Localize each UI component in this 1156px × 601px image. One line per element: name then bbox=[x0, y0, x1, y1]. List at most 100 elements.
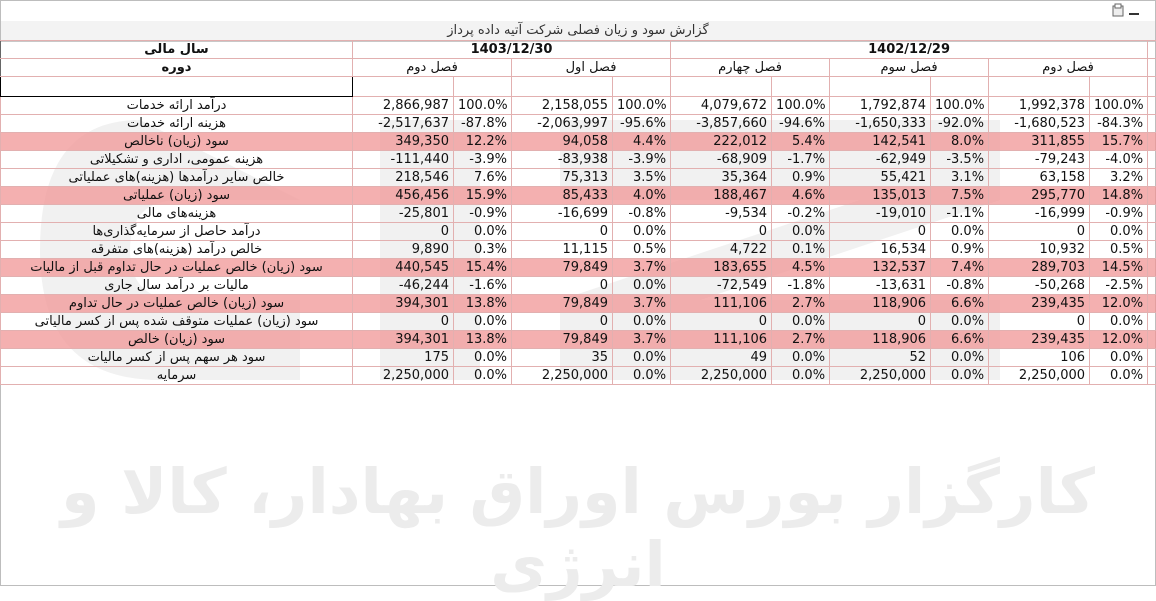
report-title: گزارش سود و زیان فصلی شرکت آتیه داده پرد… bbox=[1, 21, 1155, 42]
percent-cell: 0.0% bbox=[454, 367, 512, 385]
amount-cell: 85,433 bbox=[512, 187, 613, 205]
percent-cell: 2.7% bbox=[772, 295, 830, 313]
amount-cell: 2,158,055 bbox=[512, 97, 613, 115]
amount-cell: 111,106 bbox=[671, 295, 772, 313]
percent-cell: 3.1% bbox=[931, 169, 989, 187]
filler-cell bbox=[1148, 223, 1156, 241]
percent-cell: -0.8% bbox=[931, 277, 989, 295]
amount-cell: 1,992,378 bbox=[989, 97, 1090, 115]
amount-cell: -62,949 bbox=[830, 151, 931, 169]
amount-cell: 4,722 bbox=[671, 241, 772, 259]
amount-cell: 0 bbox=[671, 223, 772, 241]
filler-cell bbox=[1148, 259, 1156, 277]
percent-cell: -4.0% bbox=[1090, 151, 1148, 169]
percent-cell: 4.0% bbox=[613, 187, 671, 205]
percent-cell: 0.0% bbox=[613, 223, 671, 241]
window-icons bbox=[1111, 2, 1151, 20]
percent-cell: 0.5% bbox=[613, 241, 671, 259]
percent-cell: -0.8% bbox=[613, 205, 671, 223]
filler-cell bbox=[1148, 331, 1156, 349]
percent-cell: 0.5% bbox=[1090, 241, 1148, 259]
percent-cell: 0.0% bbox=[1090, 367, 1148, 385]
data-row: هزینه ارائه خدمات-2,517,637-87.8%-2,063,… bbox=[1, 115, 1156, 133]
filler-cell bbox=[1148, 59, 1156, 77]
amount-cell: -1,650,333 bbox=[830, 115, 931, 133]
amount-cell: 63,158 bbox=[989, 169, 1090, 187]
percent-cell: 100.0% bbox=[613, 97, 671, 115]
row-label: سود (زیان) خالص عملیات در حال تداوم قبل … bbox=[1, 259, 353, 277]
toolbar bbox=[1, 1, 1155, 22]
amount-cell: -9,534 bbox=[671, 205, 772, 223]
percent-cell: 13.8% bbox=[454, 331, 512, 349]
percent-cell: 0.0% bbox=[454, 313, 512, 331]
percent-cell: 15.4% bbox=[454, 259, 512, 277]
percent-cell: 0.0% bbox=[454, 223, 512, 241]
percent-cell: 0.0% bbox=[772, 349, 830, 367]
amount-cell: -13,631 bbox=[830, 277, 931, 295]
amount-cell: -19,010 bbox=[830, 205, 931, 223]
blank-cell bbox=[1148, 77, 1156, 97]
percent-cell: 0.0% bbox=[613, 313, 671, 331]
amount-cell: 0 bbox=[671, 313, 772, 331]
row-label: درآمد ارائه خدمات bbox=[1, 97, 353, 115]
amount-cell: 0 bbox=[353, 313, 454, 331]
amount-cell: -79,243 bbox=[989, 151, 1090, 169]
amount-cell: 2,250,000 bbox=[353, 367, 454, 385]
amount-cell: 0 bbox=[830, 223, 931, 241]
amount-cell: -3,857,660 bbox=[671, 115, 772, 133]
percent-cell: -3.9% bbox=[454, 151, 512, 169]
percent-cell: 0.0% bbox=[613, 277, 671, 295]
filler-cell bbox=[1148, 133, 1156, 151]
amount-cell: 79,849 bbox=[512, 331, 613, 349]
year-label: سال مالی bbox=[1, 41, 353, 59]
row-label: سود هر سهم پس از کسر مالیات bbox=[1, 349, 353, 367]
amount-cell: -1,680,523 bbox=[989, 115, 1090, 133]
period-header: فصل دوم bbox=[353, 59, 512, 77]
filler-cell bbox=[1148, 169, 1156, 187]
row-label: سود (زیان) عملیاتی bbox=[1, 187, 353, 205]
percent-cell: -92.0% bbox=[931, 115, 989, 133]
row-label: سود (زیان) ناخالص bbox=[1, 133, 353, 151]
period-header: فصل اول bbox=[512, 59, 671, 77]
amount-cell: -72,549 bbox=[671, 277, 772, 295]
row-label: هزینه‌های مالی bbox=[1, 205, 353, 223]
filler-cell bbox=[1148, 41, 1156, 59]
amount-cell: 2,250,000 bbox=[989, 367, 1090, 385]
amount-cell: 0 bbox=[512, 313, 613, 331]
percent-cell: 2.7% bbox=[772, 331, 830, 349]
percent-cell: 14.8% bbox=[1090, 187, 1148, 205]
percent-cell: 100.0% bbox=[772, 97, 830, 115]
percent-cell: 0.1% bbox=[772, 241, 830, 259]
amount-cell: 239,435 bbox=[989, 295, 1090, 313]
amount-cell: 106 bbox=[989, 349, 1090, 367]
percent-cell: -1.6% bbox=[454, 277, 512, 295]
amount-cell: 289,703 bbox=[989, 259, 1090, 277]
amount-cell: 0 bbox=[830, 313, 931, 331]
amount-cell: 52 bbox=[830, 349, 931, 367]
percent-cell: 14.5% bbox=[1090, 259, 1148, 277]
filler-cell bbox=[1148, 115, 1156, 133]
blank-cell bbox=[1090, 77, 1148, 97]
percent-cell: 0.0% bbox=[772, 367, 830, 385]
amount-cell: 142,541 bbox=[830, 133, 931, 151]
percent-cell: -1.8% bbox=[772, 277, 830, 295]
percent-cell: 100.0% bbox=[931, 97, 989, 115]
percent-cell: -95.6% bbox=[613, 115, 671, 133]
data-row: سود (زیان) عملیات متوقف شده پس از کسر ما… bbox=[1, 313, 1156, 331]
amount-cell: 0 bbox=[989, 313, 1090, 331]
filler-cell bbox=[1148, 349, 1156, 367]
row-label: سود (زیان) خالص عملیات در حال تداوم bbox=[1, 295, 353, 313]
amount-cell: 118,906 bbox=[830, 331, 931, 349]
percent-cell: 4.6% bbox=[772, 187, 830, 205]
percent-cell: 6.6% bbox=[931, 331, 989, 349]
amount-cell: 394,301 bbox=[353, 295, 454, 313]
amount-cell: 0 bbox=[989, 223, 1090, 241]
percent-cell: 0.0% bbox=[613, 367, 671, 385]
percent-cell: 0.0% bbox=[772, 313, 830, 331]
